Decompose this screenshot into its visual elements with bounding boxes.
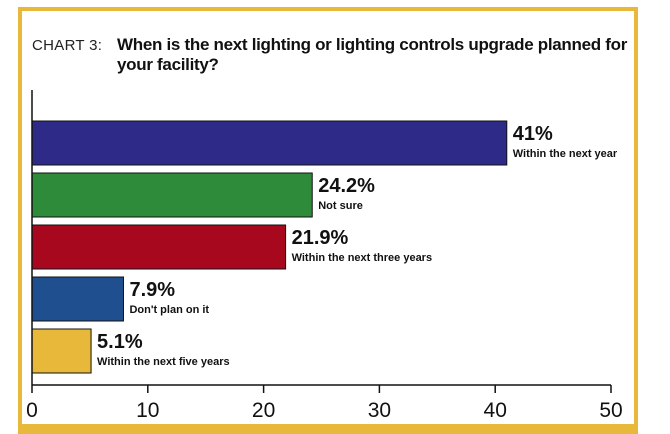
bar-2 bbox=[31, 224, 287, 270]
frame-top-border bbox=[18, 7, 638, 11]
x-tick-label-0: 0 bbox=[26, 399, 38, 422]
x-tick-label-2: 20 bbox=[252, 399, 275, 422]
frame-left-border bbox=[18, 7, 22, 434]
bar-4 bbox=[31, 328, 92, 374]
category-label-1: Not sure bbox=[318, 200, 363, 212]
value-label-0: 41% bbox=[513, 123, 553, 145]
value-label-4: 5.1% bbox=[97, 331, 143, 353]
frame-right-border bbox=[634, 7, 638, 434]
value-label-3: 7.9% bbox=[129, 279, 175, 301]
x-tick-label-4: 40 bbox=[484, 399, 507, 422]
category-label-3: Don't plan on it bbox=[129, 304, 209, 316]
category-label-0: Within the next year bbox=[513, 148, 618, 160]
bar-3 bbox=[31, 276, 124, 322]
x-axis: 0 10 20 30 40 50 bbox=[26, 90, 623, 422]
x-tick-label-3: 30 bbox=[368, 399, 391, 422]
x-tick-label-1: 10 bbox=[136, 399, 159, 422]
value-label-1: 24.2% bbox=[318, 175, 375, 197]
bars-group: 41% Within the next year 24.2% Not sure 21.9… bbox=[31, 120, 618, 374]
chart-number-label: CHART 3: bbox=[32, 37, 103, 54]
bar-0 bbox=[31, 120, 508, 166]
bar-1 bbox=[31, 172, 313, 218]
frame-bottom-border bbox=[18, 424, 638, 434]
category-label-4: Within the next five years bbox=[97, 356, 230, 368]
category-label-2: Within the next three years bbox=[292, 252, 433, 264]
x-tick-label-5: 50 bbox=[599, 399, 622, 422]
value-label-2: 21.9% bbox=[292, 227, 349, 249]
chart-title: When is the next lighting or lighting co… bbox=[117, 35, 628, 74]
